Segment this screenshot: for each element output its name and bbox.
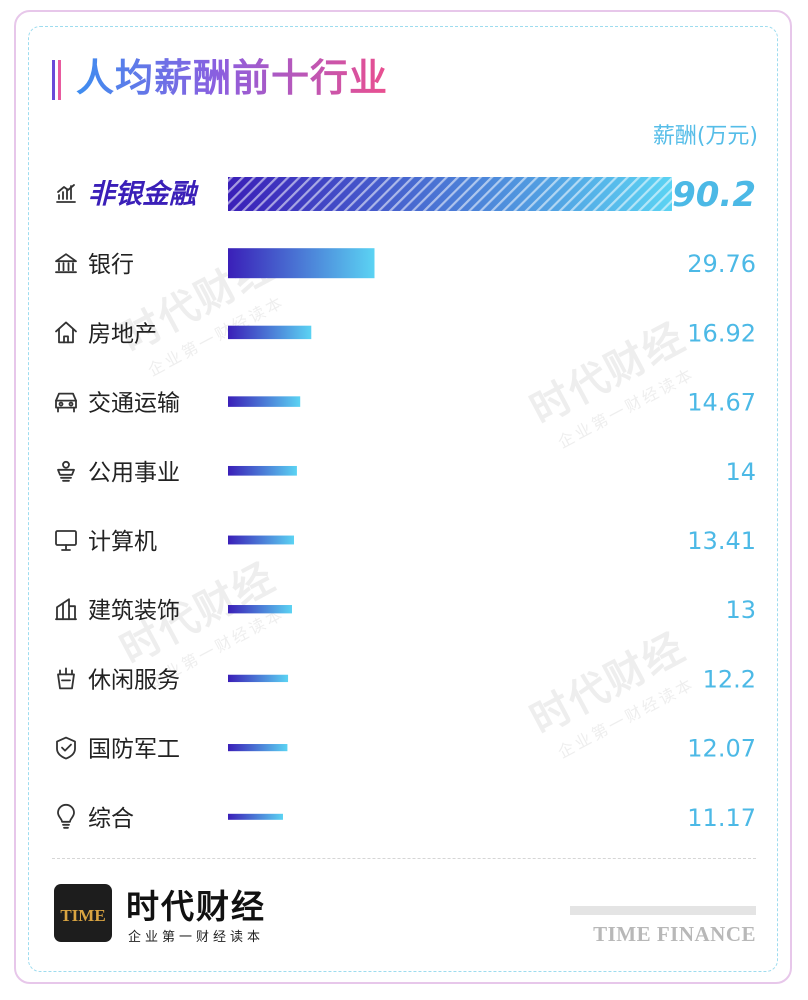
unit-label: 薪酬(万元) <box>652 124 758 149</box>
brand-name: 时代财经 <box>126 887 266 926</box>
value-label: 13 <box>725 596 756 624</box>
bank-icon <box>55 253 77 274</box>
bar <box>228 325 312 340</box>
value-label: 13.41 <box>687 527 756 555</box>
value-label: 11.17 <box>687 804 756 832</box>
category-label: 休闲服务 <box>88 667 180 693</box>
logo-text: TIME <box>60 906 105 925</box>
lightbulb-icon <box>57 803 75 829</box>
value-label: 16.92 <box>687 319 756 347</box>
value-label: 12.2 <box>703 665 756 693</box>
category-label: 建筑装饰 <box>88 598 180 624</box>
category-label: 综合 <box>88 806 134 832</box>
growth-chart-icon <box>56 184 76 203</box>
bar <box>228 535 295 545</box>
bar <box>228 465 297 476</box>
bar <box>228 248 375 279</box>
page-title: 人均薪酬前十行业 <box>76 52 388 104</box>
bar <box>228 605 292 614</box>
bar <box>228 396 301 407</box>
category-label: 银行 <box>88 252 134 278</box>
house-icon <box>55 321 77 344</box>
category-label: 计算机 <box>88 529 157 555</box>
car-icon <box>55 392 77 413</box>
value-label: 12.07 <box>687 735 756 763</box>
bar <box>228 674 289 683</box>
footer-divider <box>52 858 756 859</box>
brand-logo: TIME <box>54 884 112 942</box>
category-label: 房地产 <box>88 321 157 347</box>
value-label: 14.67 <box>687 389 756 417</box>
footer-english-name: TIME FINANCE <box>593 922 756 946</box>
bar-hatch <box>228 177 672 211</box>
bar <box>228 744 288 752</box>
building-icon <box>55 598 77 621</box>
bar-chart: 非银金融 90.2 银行 29.76 房地产 16.92 交通运输 14.67 公用事业 14 计算… <box>55 175 756 832</box>
outer-frame <box>14 10 792 984</box>
title-accent-bars <box>52 60 64 100</box>
inner-frame <box>28 26 778 972</box>
value-label: 90.2 <box>672 175 756 215</box>
category-label: 非银金融 <box>88 179 199 210</box>
brand-slogan: 企业第一财经读本 <box>128 930 265 945</box>
value-label: 14 <box>725 458 756 486</box>
shield-check-icon <box>56 736 76 760</box>
category-label: 公用事业 <box>88 460 180 486</box>
utility-icon <box>57 460 75 482</box>
value-label: 29.76 <box>687 250 756 278</box>
monitor-icon <box>55 530 77 551</box>
bar <box>228 813 283 820</box>
category-label: 交通运输 <box>88 391 180 417</box>
footer-rule <box>570 906 756 915</box>
category-label: 国防军工 <box>88 737 180 763</box>
leisure-cup-icon <box>57 667 75 690</box>
